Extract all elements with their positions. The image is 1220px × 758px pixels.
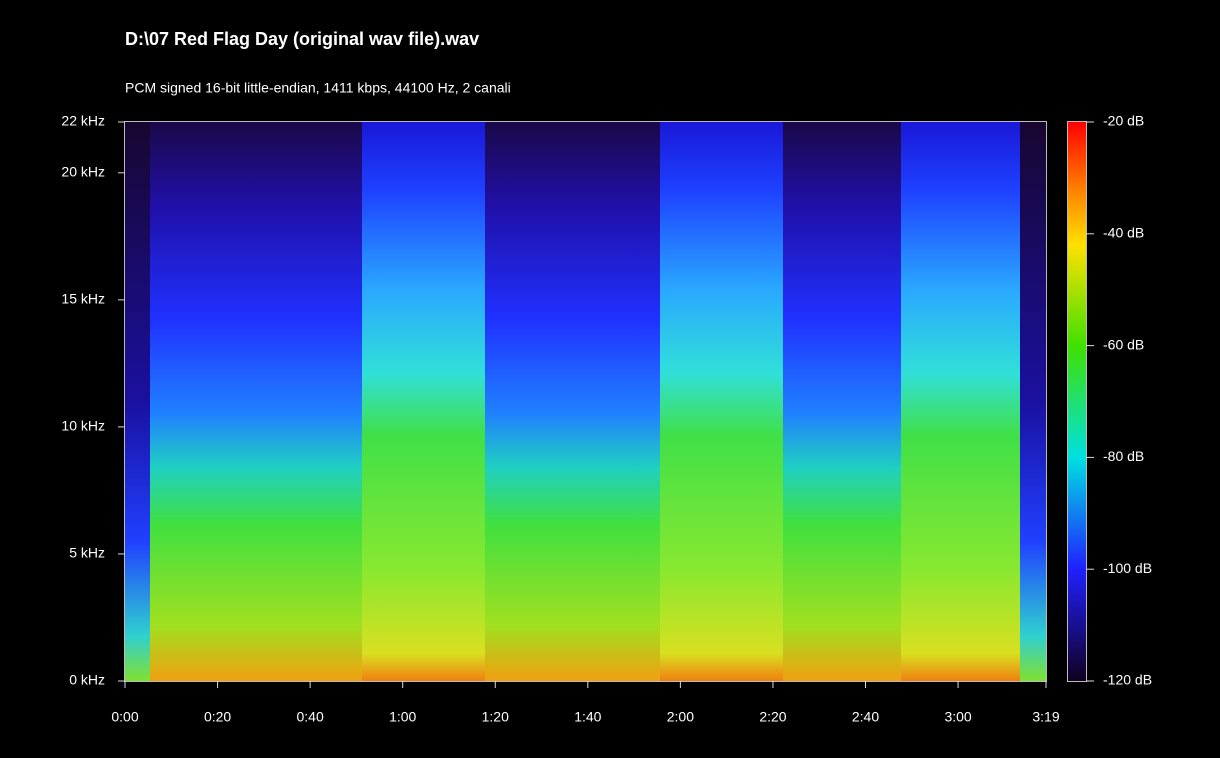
spectrogram-image xyxy=(125,122,1046,681)
y-tick-label: 22 kHz xyxy=(61,113,105,129)
x-tick-label: 2:00 xyxy=(667,709,694,725)
x-tick-label: 0:00 xyxy=(111,709,138,725)
spectrogram-segment xyxy=(901,122,1020,681)
x-tick-label: 2:40 xyxy=(852,709,879,725)
y-tick-label: 10 kHz xyxy=(61,418,105,434)
spectrogram-segment xyxy=(150,122,362,681)
x-tick-label: 3:00 xyxy=(944,709,971,725)
y-tick-label: 20 kHz xyxy=(61,164,105,180)
x-tick-label: 2:20 xyxy=(759,709,786,725)
colorbar-tick-label: -60 dB xyxy=(1103,336,1144,352)
spectrogram-segment xyxy=(485,122,660,681)
spectrogram-segment xyxy=(125,122,150,681)
chart-title: D:\07 Red Flag Day (original wav file).w… xyxy=(125,29,479,49)
y-tick-label: 0 kHz xyxy=(69,672,105,688)
x-tick-label: 0:20 xyxy=(204,709,231,725)
x-tick-label: 3:19 xyxy=(1032,709,1059,725)
colorbar-tick-label: -80 dB xyxy=(1103,448,1144,464)
colorbar-frame xyxy=(1067,121,1087,682)
colorbar-tick-label: -20 dB xyxy=(1103,113,1144,129)
x-tick-label: 0:40 xyxy=(297,709,324,725)
x-tick-label: 1:20 xyxy=(482,709,509,725)
colorbar-tick-label: -40 dB xyxy=(1103,225,1144,241)
y-tick-label: 15 kHz xyxy=(61,291,105,307)
x-tick-label: 1:40 xyxy=(574,709,601,725)
spectrogram-segment xyxy=(660,122,783,681)
spectrogram-segment xyxy=(1020,122,1046,681)
chart-subtitle: PCM signed 16-bit little-endian, 1411 kb… xyxy=(125,80,511,96)
y-tick-label: 5 kHz xyxy=(69,545,105,561)
colorbar-tick-label: -100 dB xyxy=(1103,560,1152,576)
x-tick-label: 1:00 xyxy=(389,709,416,725)
colorbar xyxy=(1068,122,1086,681)
colorbar-tick-label: -120 dB xyxy=(1103,672,1152,688)
plot-frame xyxy=(124,121,1047,682)
spectrogram-segment xyxy=(783,122,901,681)
spectrogram-segment xyxy=(362,122,485,681)
